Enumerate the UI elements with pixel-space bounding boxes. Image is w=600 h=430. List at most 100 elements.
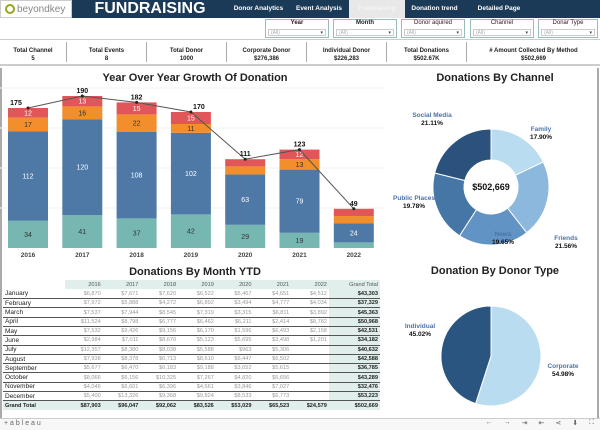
slice-social-media[interactable] — [434, 128, 492, 182]
table-cell: $7,027 — [253, 382, 292, 393]
filter-donar-type[interactable]: Donar Type (All) ▾ — [538, 19, 598, 38]
segment-label: 12 — [24, 110, 32, 117]
bar-segment[interactable] — [62, 106, 103, 120]
bar-segment[interactable] — [279, 232, 320, 248]
bar-segment[interactable] — [116, 218, 157, 248]
chevron-down-icon: ▾ — [589, 30, 592, 36]
table-cell: $5,615 — [253, 363, 292, 374]
reset-icon[interactable]: ⇤ — [538, 420, 545, 427]
tab-event-analysis[interactable]: Event Analysis — [295, 5, 342, 12]
tab-detailed-page[interactable]: Detailed Page — [477, 5, 521, 12]
column-header: 2021 — [253, 280, 292, 290]
bar-segment[interactable] — [333, 216, 374, 224]
undo-icon[interactable]: ← — [485, 419, 493, 426]
kpi--amount-collected-by-method: # Amount Collected By Method $502,669 — [489, 48, 578, 62]
filter-dropdown[interactable]: (All) ▾ — [473, 29, 531, 36]
table-cell: $4,651 — [253, 289, 292, 300]
filter-dropdown[interactable]: (All) ▾ — [336, 29, 394, 36]
slice-label: Friends — [554, 235, 578, 242]
table-cell: $6,396 — [140, 382, 179, 393]
table-cell: $10,325 — [140, 372, 179, 383]
table-cell: $9,188 — [178, 363, 216, 374]
tab-donor-analytics[interactable]: Donor Analytics — [233, 5, 284, 12]
table-cell: $5,400 — [65, 391, 103, 402]
filter-dropdown[interactable]: (All) ▾ — [268, 29, 326, 36]
table-cell: $6,170 — [178, 326, 216, 337]
table-cell: $4,820 — [215, 372, 254, 383]
table-cell: $2,414 — [253, 317, 292, 328]
segment-label: 63 — [241, 197, 249, 204]
bar-segment[interactable] — [279, 149, 320, 160]
bar-segment[interactable] — [62, 119, 103, 216]
bar-segment[interactable] — [333, 223, 374, 243]
bar-segment[interactable] — [333, 208, 374, 216]
bar-segment[interactable] — [225, 166, 266, 175]
trend-point — [298, 148, 301, 152]
segment-label: 17 — [24, 122, 32, 129]
bar-segment[interactable] — [279, 159, 320, 170]
download-icon[interactable]: ⬇ — [572, 420, 579, 427]
total-label: 175 — [10, 100, 22, 107]
bar-segment[interactable] — [116, 114, 157, 132]
table-cell: $6,656 — [253, 372, 292, 383]
slice-label: Corporate — [547, 363, 578, 370]
bar-segment[interactable] — [225, 224, 266, 248]
month-label: July — [3, 345, 65, 355]
filter-dropdown[interactable]: (All) ▾ — [404, 29, 462, 36]
chevron-down-icon: ▾ — [388, 30, 391, 36]
total-label: 170 — [193, 104, 205, 111]
bar-segment[interactable] — [8, 131, 48, 221]
filter-channel[interactable]: Channel (All) ▾ — [470, 19, 534, 38]
x-tick-label: 2018 — [129, 252, 144, 259]
table-cell: $8,670 — [140, 335, 179, 346]
month-label: January — [3, 289, 65, 300]
kpi-bar: Total Channel 5 Total Events 8 Total Donor 10… — [0, 40, 600, 66]
kpi-total-channel: Total Channel 5 — [0, 42, 67, 62]
kpi-corporate-donor: Corporate Donor $276,386 — [227, 42, 307, 62]
bar-segment[interactable] — [8, 108, 48, 118]
slice-individual[interactable] — [440, 305, 492, 405]
filter-month[interactable]: Month (All) ▾ — [333, 19, 397, 38]
filter-label: Channel — [490, 20, 514, 26]
fullscreen-icon[interactable]: ⛶ — [589, 419, 594, 426]
filter-year[interactable]: Year (All) ▾ — [265, 19, 329, 38]
table-row: June $2,984 $7,011 $8,670 $5,123 $5,695 $3,498… — [3, 335, 380, 346]
column-header: 2018 — [140, 280, 179, 290]
bar-segment[interactable] — [170, 132, 211, 215]
column-header: Grand Total — [328, 280, 380, 290]
revert-icon[interactable]: ⇥ — [521, 420, 528, 427]
bar-segment[interactable] — [62, 96, 103, 107]
bar-segment[interactable] — [170, 124, 211, 133]
tab-fundraising[interactable]: Fundraising — [349, 0, 405, 18]
bar-segment[interactable] — [8, 220, 48, 248]
trend-point — [243, 157, 247, 161]
trend-point — [80, 94, 84, 98]
slice-corporate[interactable] — [474, 305, 542, 407]
bar-segment[interactable] — [8, 117, 48, 132]
filter-dropdown[interactable]: (All) ▾ — [541, 29, 595, 36]
month-label: May — [3, 326, 65, 337]
table-row: March $7,537 $7,944 $8,545 $7,319 $3,315 $6,81… — [3, 307, 380, 318]
bar-segment[interactable] — [170, 214, 211, 248]
table-cell: $9,426 — [102, 326, 141, 337]
redo-icon[interactable]: → — [503, 419, 511, 426]
table-cell: $8,798 — [102, 317, 141, 328]
tableau-toolbar: + a b l e a u ← → ⇥ ⇤ ⋖ ⬇ ⛶ — [0, 418, 600, 430]
filter-donor-aquired[interactable]: Donor aquired (All) ▾ — [401, 19, 465, 38]
table-cell: $8,038 — [140, 345, 179, 355]
bar-segment[interactable] — [116, 102, 157, 115]
tab-donation-trend[interactable]: Donation trend — [411, 5, 458, 12]
month-label: June — [3, 335, 65, 346]
bar-segment[interactable] — [62, 215, 103, 248]
table-cell — [291, 354, 329, 365]
bar-segment[interactable] — [225, 174, 266, 225]
table-cell — [291, 345, 329, 355]
bar-segment[interactable] — [225, 159, 266, 167]
filter-label: Month — [356, 20, 374, 26]
bar-segment[interactable] — [279, 169, 320, 233]
table-row: August $7,938 $8,378 $6,713 $8,610 $6,447 $6,5… — [3, 354, 380, 365]
logo-mark-icon — [5, 4, 15, 14]
bar-segment[interactable] — [116, 132, 157, 219]
share-icon[interactable]: ⋖ — [555, 420, 562, 427]
bar-segment[interactable] — [333, 242, 374, 248]
